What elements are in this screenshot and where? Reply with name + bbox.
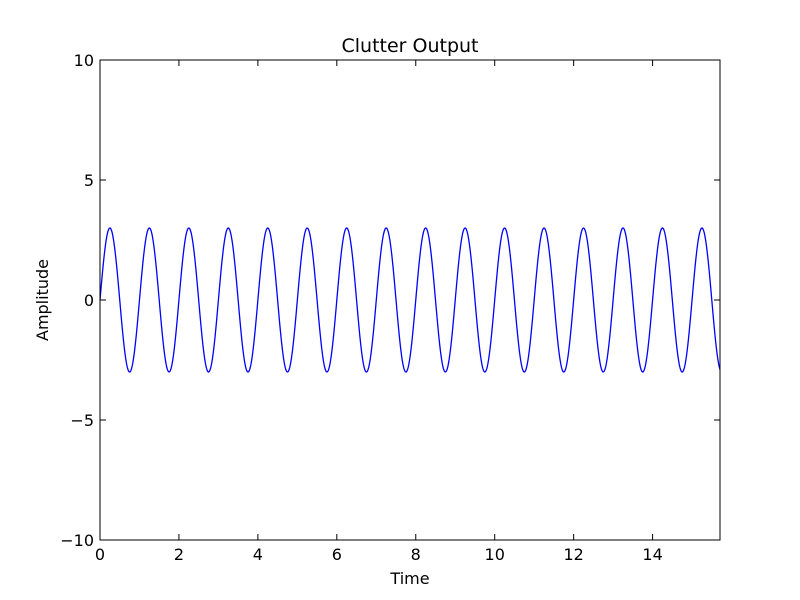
y-axis-label: Amplitude [33,259,52,341]
x-tick-label: 6 [332,545,342,564]
x-tick-label: 2 [174,545,184,564]
x-tick-label: 12 [563,545,583,564]
x-axis-ticks: 0 2 4 6 8 10 12 14 [95,60,663,564]
x-tick-label: 4 [253,545,263,564]
series-line [99,227,721,373]
y-axis-ticks: 10 5 0 −5 −10 [60,51,720,550]
chart-title: Clutter Output [341,35,478,57]
y-tick-label: −10 [60,531,94,550]
x-tick-label: 8 [411,545,421,564]
x-tick-label: 10 [485,545,505,564]
x-axis-label: Time [389,569,429,588]
x-tick-label: 0 [95,545,105,564]
x-tick-label: 14 [642,545,662,564]
y-tick-label: 0 [84,291,94,310]
y-tick-label: 10 [74,51,94,70]
y-tick-label: 5 [84,171,94,190]
y-tick-label: −5 [70,411,94,430]
